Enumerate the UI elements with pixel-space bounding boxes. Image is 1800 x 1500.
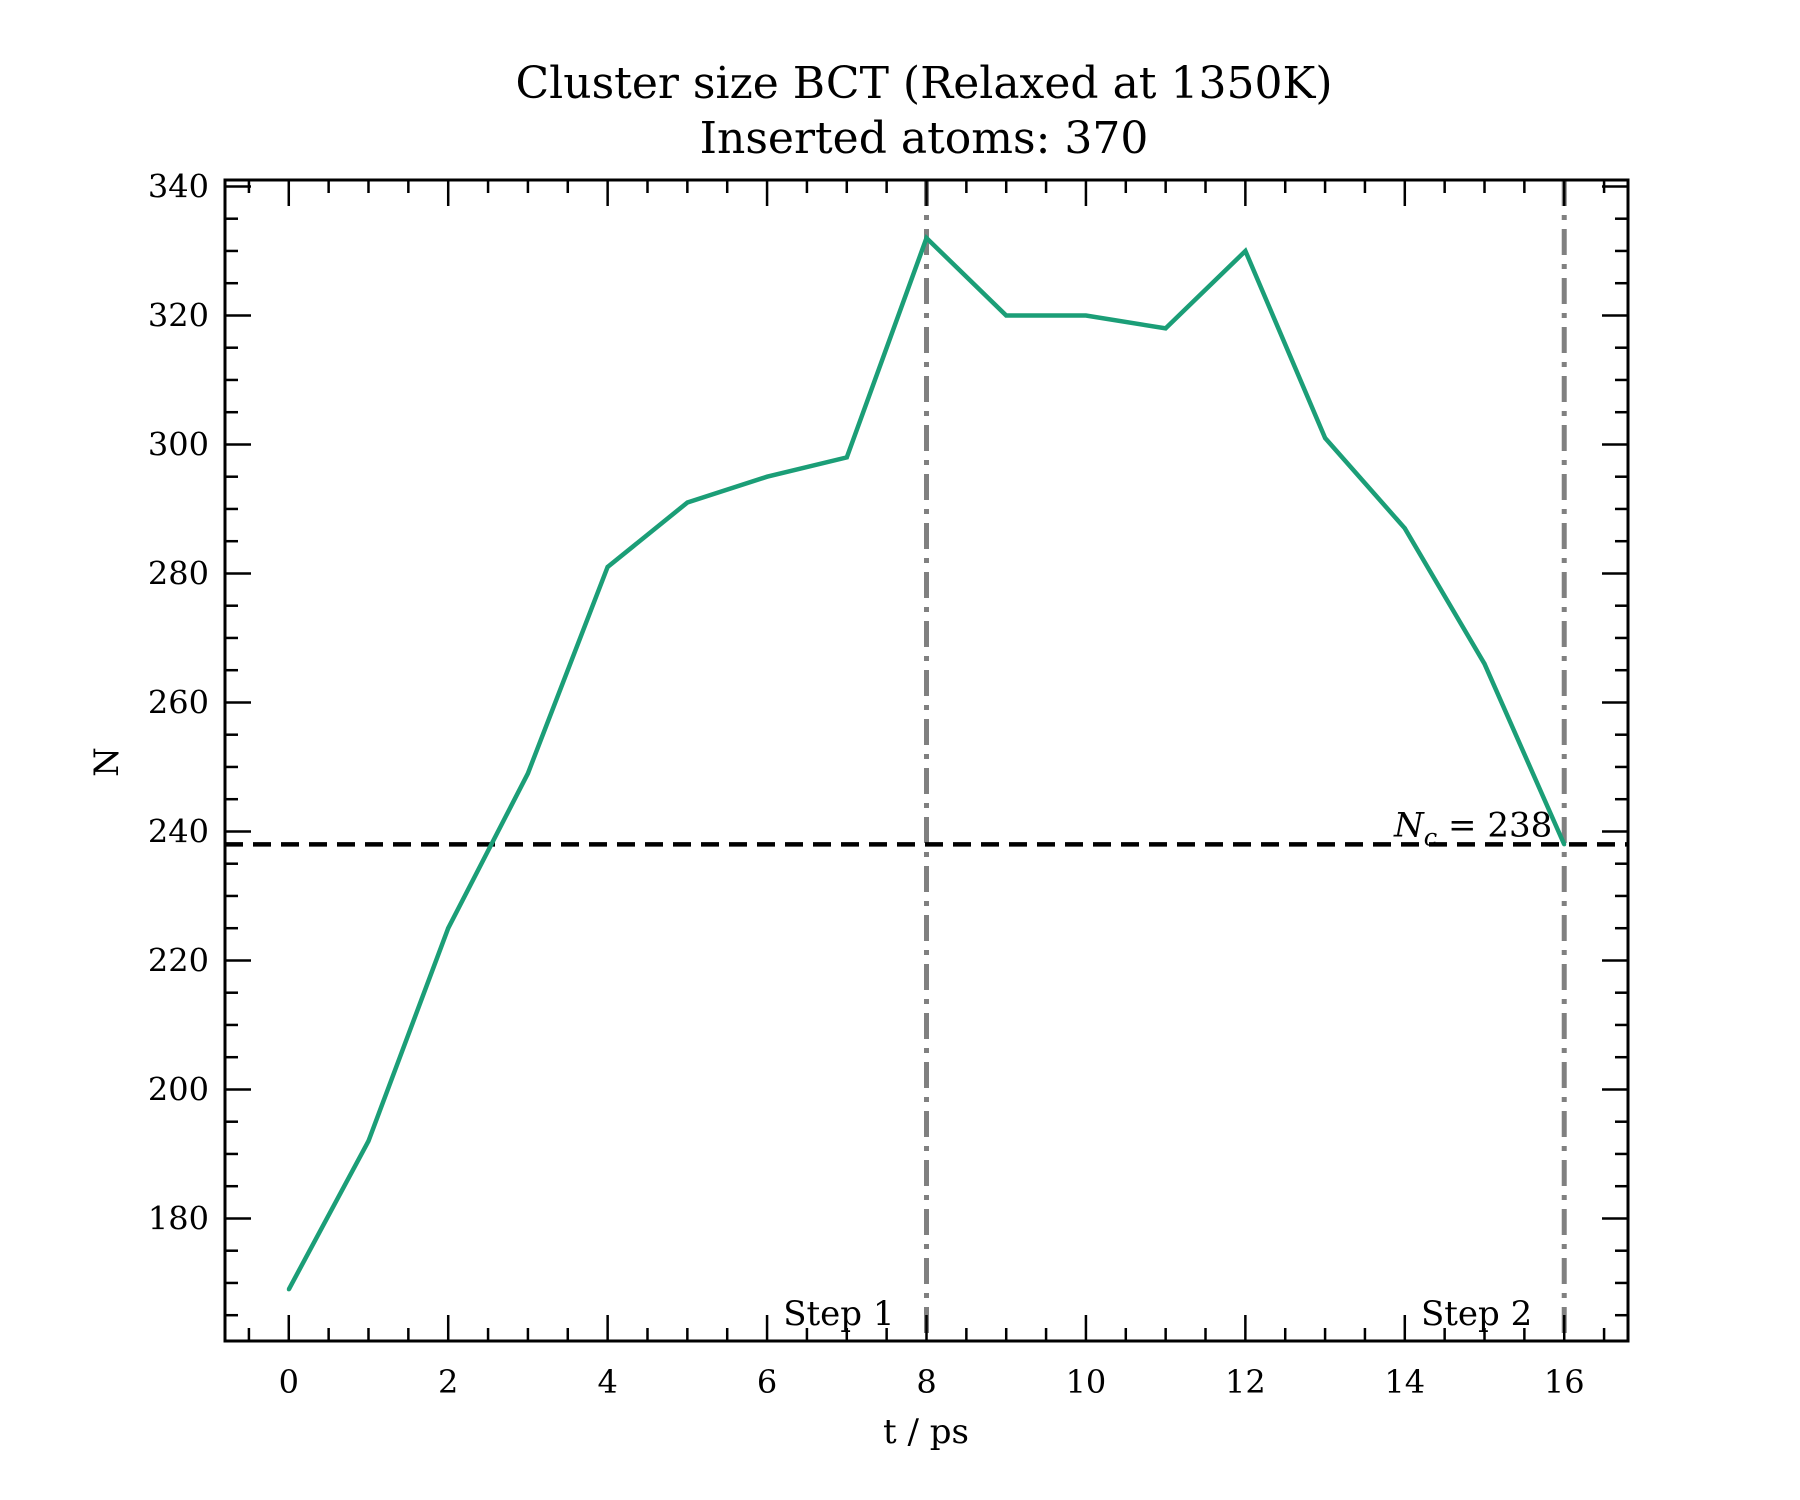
- x-tick-label: 8: [916, 1363, 936, 1401]
- critical-size-subscript: c: [1424, 823, 1437, 851]
- data-point: [1562, 842, 1567, 847]
- data-point: [366, 1139, 371, 1143]
- x-tick-label: 4: [597, 1363, 617, 1401]
- x-axis-label: t / ps: [883, 1412, 969, 1452]
- y-tick-label: 180: [148, 1199, 209, 1237]
- y-tick-label: 340: [148, 167, 209, 205]
- reference-lines: [225, 180, 1628, 1341]
- data-point: [446, 926, 451, 931]
- data-point: [1083, 313, 1088, 318]
- y-axis-label: N: [87, 747, 127, 777]
- critical-size-value: = 238: [1437, 805, 1552, 845]
- series-layer: [286, 233, 1567, 1292]
- annotations: Step 1 Step 2 Nc = 238: [783, 805, 1552, 1334]
- x-tick-label: 16: [1544, 1363, 1585, 1401]
- data-point: [1323, 436, 1328, 440]
- data-point: [1243, 249, 1248, 253]
- data-point: [286, 1287, 291, 1292]
- y-tick-label: 200: [148, 1070, 209, 1108]
- data-point: [1402, 526, 1407, 531]
- data-point: [844, 455, 849, 460]
- step-label: Step 2: [1421, 1294, 1532, 1334]
- x-tick-label: 0: [279, 1363, 299, 1401]
- data-point: [765, 474, 770, 479]
- y-tick-label: 240: [148, 812, 209, 850]
- data-point: [924, 236, 929, 240]
- data-point: [525, 771, 530, 776]
- y-tick-label: 300: [148, 425, 209, 463]
- y-tick-label: 260: [148, 683, 209, 721]
- x-tick-label: 12: [1225, 1363, 1266, 1401]
- y-tick-label: 320: [148, 296, 209, 334]
- data-point: [1163, 326, 1168, 331]
- chart-title: Cluster size BCT (Relaxed at 1350K): [516, 58, 1333, 109]
- critical-size-label: Nc = 238: [1393, 805, 1552, 851]
- data-point: [1004, 313, 1009, 318]
- x-tick-label: 10: [1066, 1363, 1107, 1401]
- x-tick-label: 6: [757, 1363, 777, 1401]
- data-point: [685, 500, 690, 505]
- step-label: Step 1: [783, 1294, 894, 1334]
- tick-labels: 0 2 4 6 8 10 12 14 16 180 200 220 240 260 280 300 320 340: [148, 167, 1585, 1401]
- critical-size-symbol: N: [1393, 805, 1425, 845]
- y-tick-label: 220: [148, 941, 209, 979]
- axis-ticks: [225, 180, 1628, 1341]
- x-tick-label: 2: [438, 1363, 458, 1401]
- chart-subtitle: Inserted atoms: 370: [700, 113, 1149, 164]
- x-tick-label: 14: [1384, 1363, 1425, 1401]
- plot-frame: [223, 178, 1630, 1343]
- y-tick-label: 280: [148, 554, 209, 592]
- data-point: [605, 565, 610, 569]
- data-point: [1482, 661, 1487, 666]
